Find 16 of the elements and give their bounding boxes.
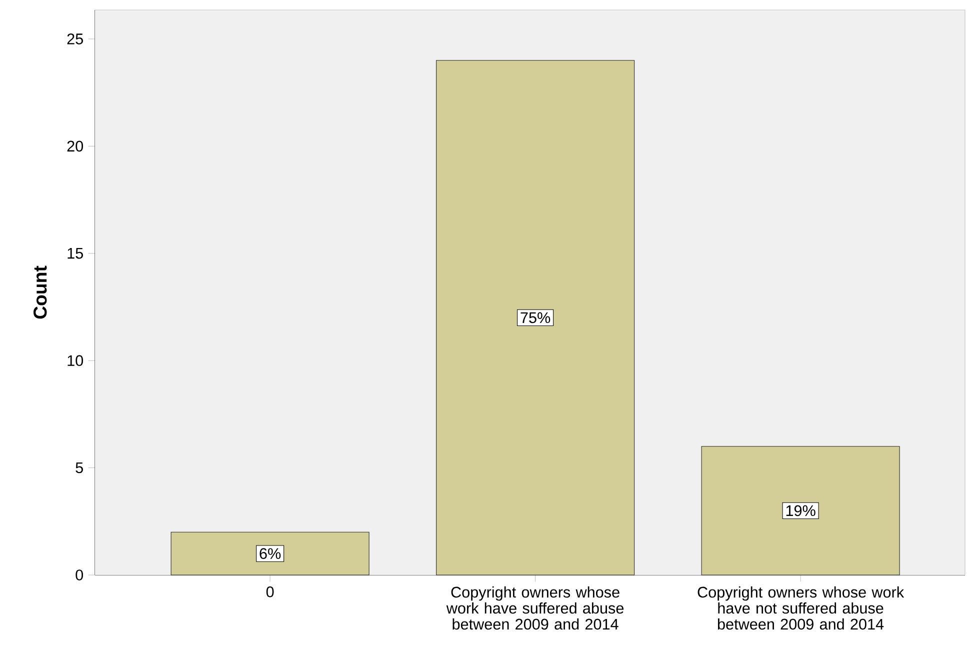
annotation: 6% [260,548,281,559]
y-tick-label: 20 [67,140,84,152]
bar [170,532,370,576]
x-tick-label: Copyright owners whose work have not suffered abuse between 2009 and 2014 [698,586,904,630]
x-tick-label: Copyright owners whose work have suffered abuse between 2009 and 2014 [446,586,624,630]
y-tick-label: 0 [76,570,84,580]
y-tick-label: 5 [76,462,83,474]
annotation: 19% [786,505,816,516]
bar [701,446,900,576]
y-tick-label: 10 [68,355,84,366]
bar [436,60,635,576]
y-tick-label: 25 [67,34,83,44]
x-tick-label: 0 [266,586,274,598]
annotation: 75% [520,312,550,324]
y-tick-label: 15 [68,248,83,259]
y-axis-title: Count [34,266,47,319]
